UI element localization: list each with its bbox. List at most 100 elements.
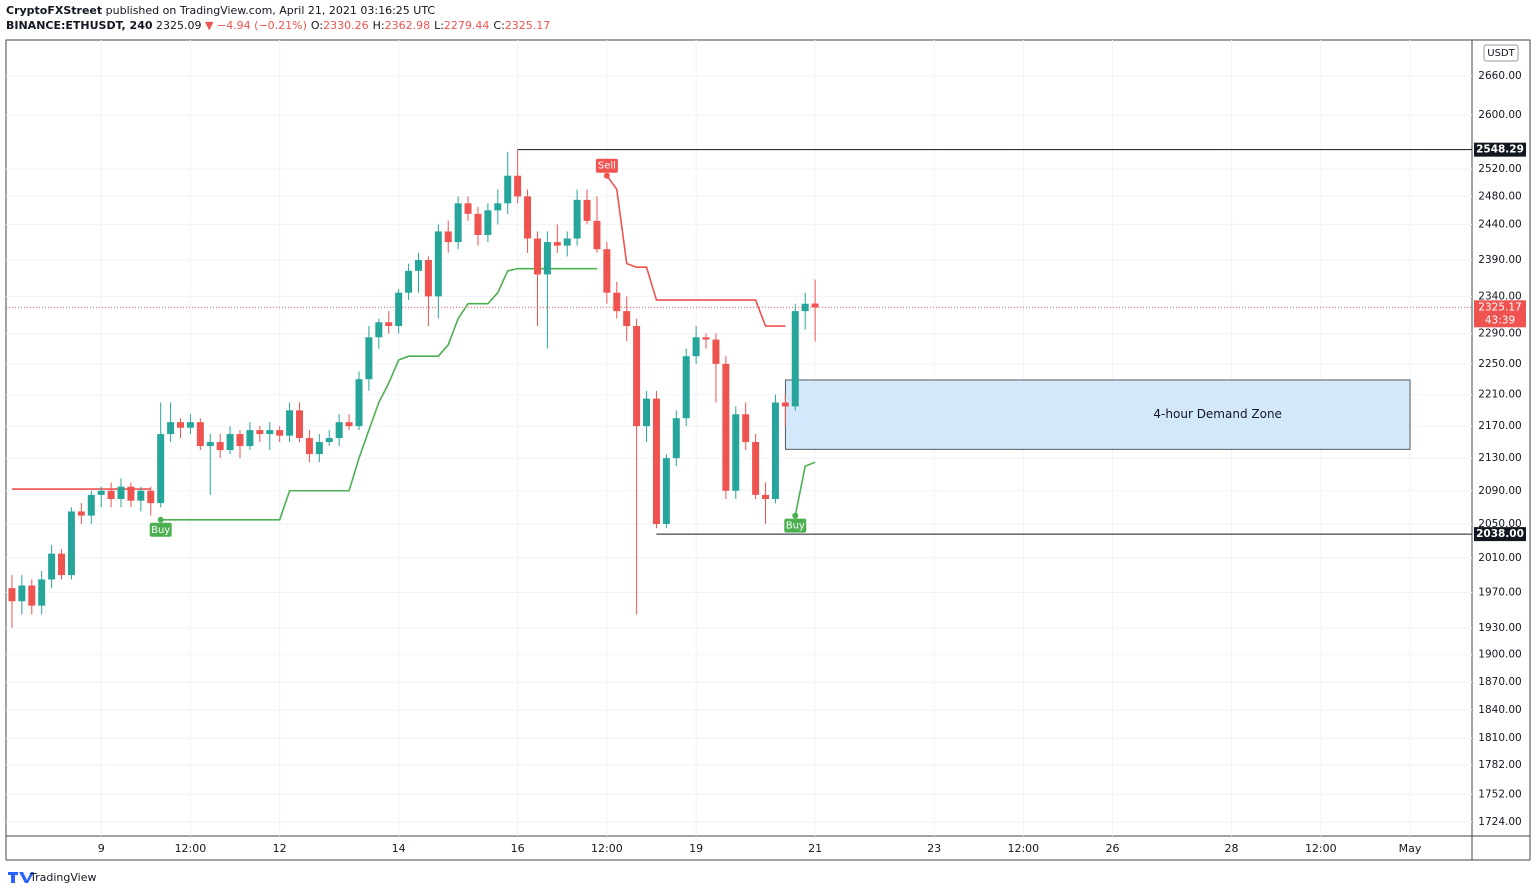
y-tick-label: 2600.00 bbox=[1478, 109, 1521, 121]
candle-body bbox=[682, 356, 690, 419]
signal-tag bbox=[784, 518, 807, 533]
candle-body bbox=[87, 494, 95, 516]
signal-dot bbox=[603, 172, 610, 179]
level-tag bbox=[1474, 527, 1526, 542]
signal-label: Buy bbox=[786, 521, 805, 532]
x-tick-label: 28 bbox=[1225, 842, 1239, 855]
y-tick-label: 1840.00 bbox=[1478, 704, 1521, 716]
plot-area: 4-hour Demand Zone Buy Sell Buy bbox=[6, 40, 1472, 836]
candle-body bbox=[791, 311, 799, 407]
candle-body bbox=[444, 231, 452, 243]
candle-body bbox=[325, 438, 333, 443]
x-tick-label: 12:00 bbox=[591, 842, 623, 855]
candle-body bbox=[38, 579, 46, 606]
candle-body bbox=[157, 434, 165, 504]
candle-body bbox=[722, 363, 730, 491]
x-tick-label: 19 bbox=[689, 842, 703, 855]
quote-value: 2279.44 bbox=[443, 19, 490, 32]
y-tick-label: 2090.00 bbox=[1478, 485, 1521, 497]
tv-logo bbox=[8, 872, 34, 883]
candle-body bbox=[464, 203, 472, 214]
candle-body bbox=[603, 249, 611, 293]
candle-body bbox=[18, 585, 26, 602]
candle-body bbox=[147, 490, 155, 504]
candle-body bbox=[315, 442, 323, 455]
candle-body bbox=[117, 486, 125, 500]
y-tick-label: 2520.00 bbox=[1478, 163, 1521, 175]
candle-body bbox=[266, 430, 274, 435]
candle-body bbox=[762, 494, 770, 500]
candle-body bbox=[276, 430, 284, 436]
candle-body bbox=[533, 238, 541, 275]
x-tick-label: May bbox=[1399, 842, 1422, 855]
x-tick-label: 26 bbox=[1106, 842, 1120, 855]
author: CryptoFXStreet bbox=[6, 4, 103, 17]
candle-body bbox=[107, 490, 115, 500]
candle-body bbox=[355, 379, 363, 427]
y-tick-label: 1870.00 bbox=[1478, 676, 1521, 688]
candle-body bbox=[702, 337, 710, 340]
candle-body bbox=[424, 259, 432, 297]
candle-body bbox=[434, 231, 442, 297]
candle-body bbox=[58, 553, 66, 576]
plot: 4-hour Demand Zone Buy Sell Buy 9 12:00 12 14 16… bbox=[6, 40, 1526, 855]
currency: USDT bbox=[1487, 48, 1515, 59]
candle-body bbox=[246, 430, 254, 447]
level-label: 2038.00 bbox=[1476, 528, 1524, 540]
signal-label: Buy bbox=[151, 525, 170, 536]
y-tick-label: 2340.00 bbox=[1478, 290, 1521, 302]
candle-body bbox=[672, 418, 680, 459]
candle-body bbox=[375, 322, 383, 338]
candle-body bbox=[127, 486, 135, 501]
quote-key: O: bbox=[310, 19, 324, 32]
y-tick-label: 2050.00 bbox=[1478, 518, 1521, 530]
candle-body bbox=[771, 402, 779, 500]
candle-body bbox=[414, 259, 422, 271]
candle-body bbox=[395, 292, 403, 327]
candle-body bbox=[186, 422, 194, 428]
currency-box bbox=[1483, 44, 1519, 62]
candle-body bbox=[216, 442, 224, 451]
candle-body bbox=[8, 588, 16, 602]
y-tick-label: 2390.00 bbox=[1478, 254, 1521, 266]
footer: TradingView bbox=[29, 871, 96, 884]
candle-body bbox=[553, 242, 561, 246]
quote-value: 2362.98 bbox=[384, 19, 431, 32]
quote-key: H: bbox=[372, 19, 385, 32]
frame bbox=[5, 39, 1531, 861]
signal-label: Sell bbox=[598, 161, 616, 172]
y-tick-label: 1930.00 bbox=[1478, 622, 1521, 634]
candle-body bbox=[345, 422, 353, 427]
candle-body bbox=[305, 438, 313, 455]
y-tick-label: 2130.00 bbox=[1478, 452, 1521, 464]
x-tick-label: 12 bbox=[273, 842, 287, 855]
candle-body bbox=[692, 337, 700, 357]
y-tick-label: 1970.00 bbox=[1478, 586, 1521, 598]
candle-body bbox=[67, 511, 75, 576]
y-tick-label: 2290.00 bbox=[1478, 328, 1521, 340]
candle-body bbox=[712, 339, 720, 364]
y-tick-label: 2170.00 bbox=[1478, 420, 1521, 432]
signal-dot bbox=[157, 516, 164, 523]
candle-body bbox=[563, 238, 571, 246]
candle-body bbox=[167, 422, 175, 435]
x-tick-label: 9 bbox=[98, 842, 105, 855]
x-tick-label: 23 bbox=[927, 842, 941, 855]
candle-body bbox=[335, 422, 343, 439]
candle-body bbox=[643, 398, 651, 427]
y-tick-label: 2440.00 bbox=[1478, 218, 1521, 230]
candle-body bbox=[137, 490, 145, 501]
candle-body bbox=[226, 434, 234, 451]
last-price-label: 2325.17 bbox=[1478, 301, 1521, 313]
last: 2325.09 bbox=[156, 19, 202, 32]
candle-body bbox=[454, 203, 462, 243]
candle-body bbox=[742, 414, 750, 443]
candle-body bbox=[524, 196, 532, 239]
candle-body bbox=[652, 398, 660, 525]
y-tick-label: 2210.00 bbox=[1478, 389, 1521, 401]
signal-dot bbox=[792, 512, 799, 519]
candle-body bbox=[543, 242, 551, 275]
symbol: BINANCE:ETHUSDT, 240 bbox=[6, 19, 153, 32]
